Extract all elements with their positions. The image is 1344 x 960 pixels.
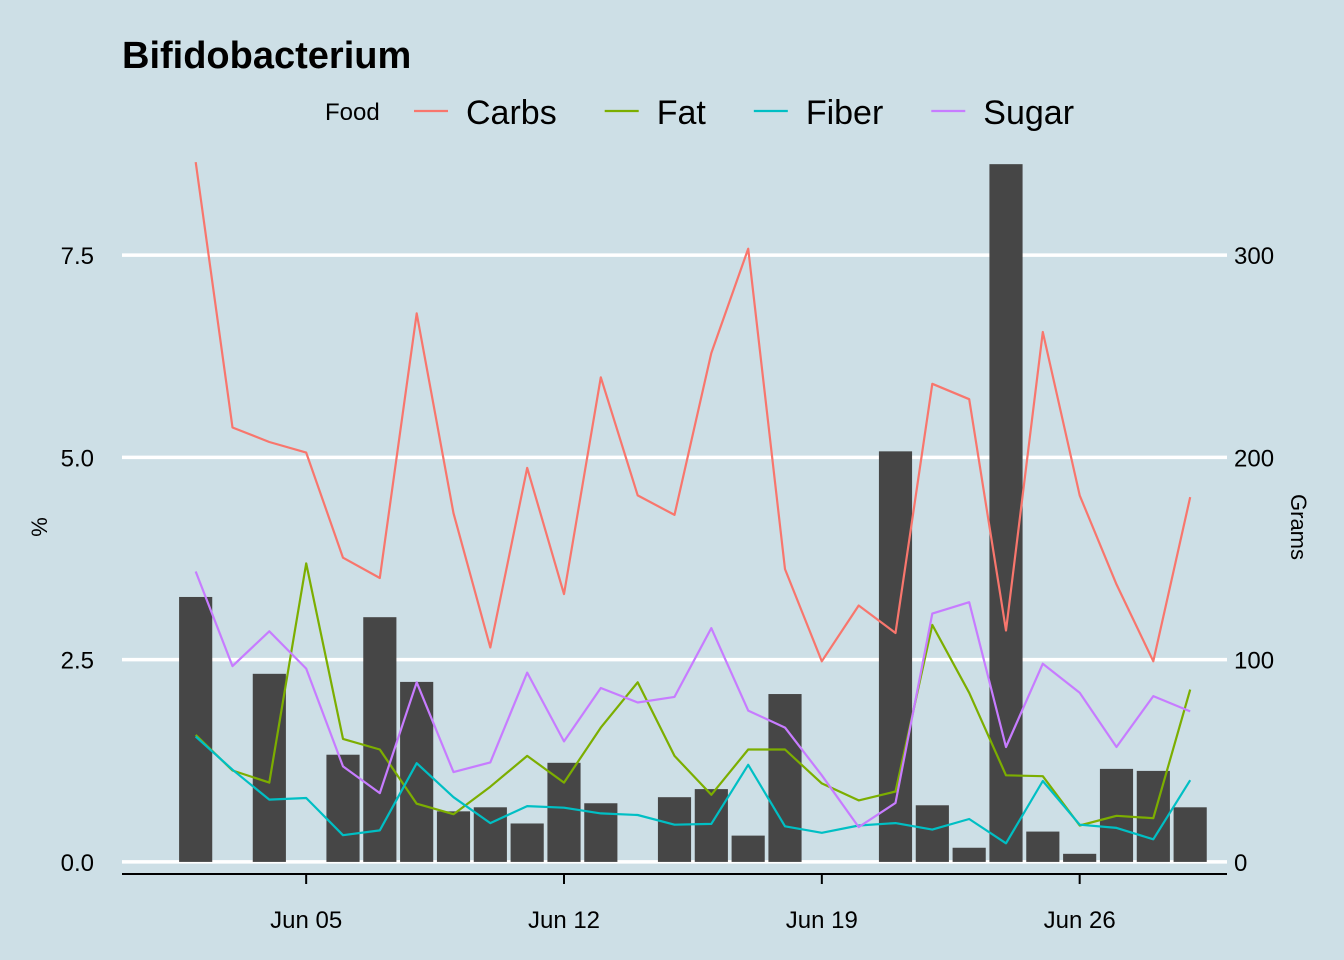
y2-tick-label: 100: [1234, 648, 1274, 675]
bar: [731, 835, 765, 862]
y-tick-label: 2.5: [61, 648, 94, 675]
bar: [252, 673, 286, 862]
bar: [657, 797, 692, 862]
bars: [179, 164, 1207, 862]
legend-label-fat: Fat: [657, 94, 707, 132]
y-axis-title: %: [27, 517, 52, 537]
x-tick-label: Jun 26: [1044, 907, 1116, 934]
bar: [1063, 853, 1097, 862]
y-axis-right: 0 100 200 300: [1234, 243, 1274, 877]
bar: [326, 754, 360, 862]
legend-label-carbs: Carbs: [466, 94, 557, 132]
y2-tick-label: 200: [1234, 445, 1274, 472]
bar: [547, 762, 581, 862]
legend-title: Food: [325, 99, 380, 126]
grid: [122, 253, 1227, 864]
bar: [989, 164, 1023, 862]
x-tick-label: Jun 12: [528, 907, 600, 934]
bar: [510, 823, 544, 862]
bar: [915, 805, 949, 862]
x-tick-label: Jun 05: [270, 907, 342, 934]
series-line-fat: [194, 562, 1192, 827]
bar: [1173, 807, 1207, 862]
series-line-sugar: [194, 571, 1191, 829]
bar: [694, 789, 728, 862]
series-line-fiber: [194, 735, 1192, 845]
y-tick-label: 5.0: [61, 445, 94, 472]
chart-title: Bifidobacterium: [122, 35, 411, 77]
legend-label-sugar: Sugar: [983, 94, 1074, 132]
bar: [436, 811, 471, 862]
legend: Food Carbs Fat Fiber Sugar: [325, 94, 1074, 132]
bar: [768, 694, 802, 862]
y2-axis-title: Grams: [1286, 494, 1311, 560]
y-axis-left: 0.0 2.5 5.0 7.5: [61, 243, 94, 877]
x-tick-label: Jun 19: [786, 907, 858, 934]
x-axis: Jun 05 Jun 12 Jun 19 Jun 26: [122, 873, 1227, 934]
y-tick-label: 0.0: [61, 850, 94, 877]
bar: [363, 617, 397, 862]
bar: [952, 847, 986, 862]
bar: [1026, 831, 1060, 862]
legend-label-fiber: Fiber: [806, 94, 883, 132]
series-line-carbs: [194, 161, 1192, 663]
y2-tick-label: 0: [1234, 850, 1247, 877]
y-tick-label: 7.5: [61, 243, 94, 270]
series-lines: [194, 161, 1192, 845]
y2-tick-label: 300: [1234, 243, 1274, 270]
bar: [179, 596, 213, 862]
